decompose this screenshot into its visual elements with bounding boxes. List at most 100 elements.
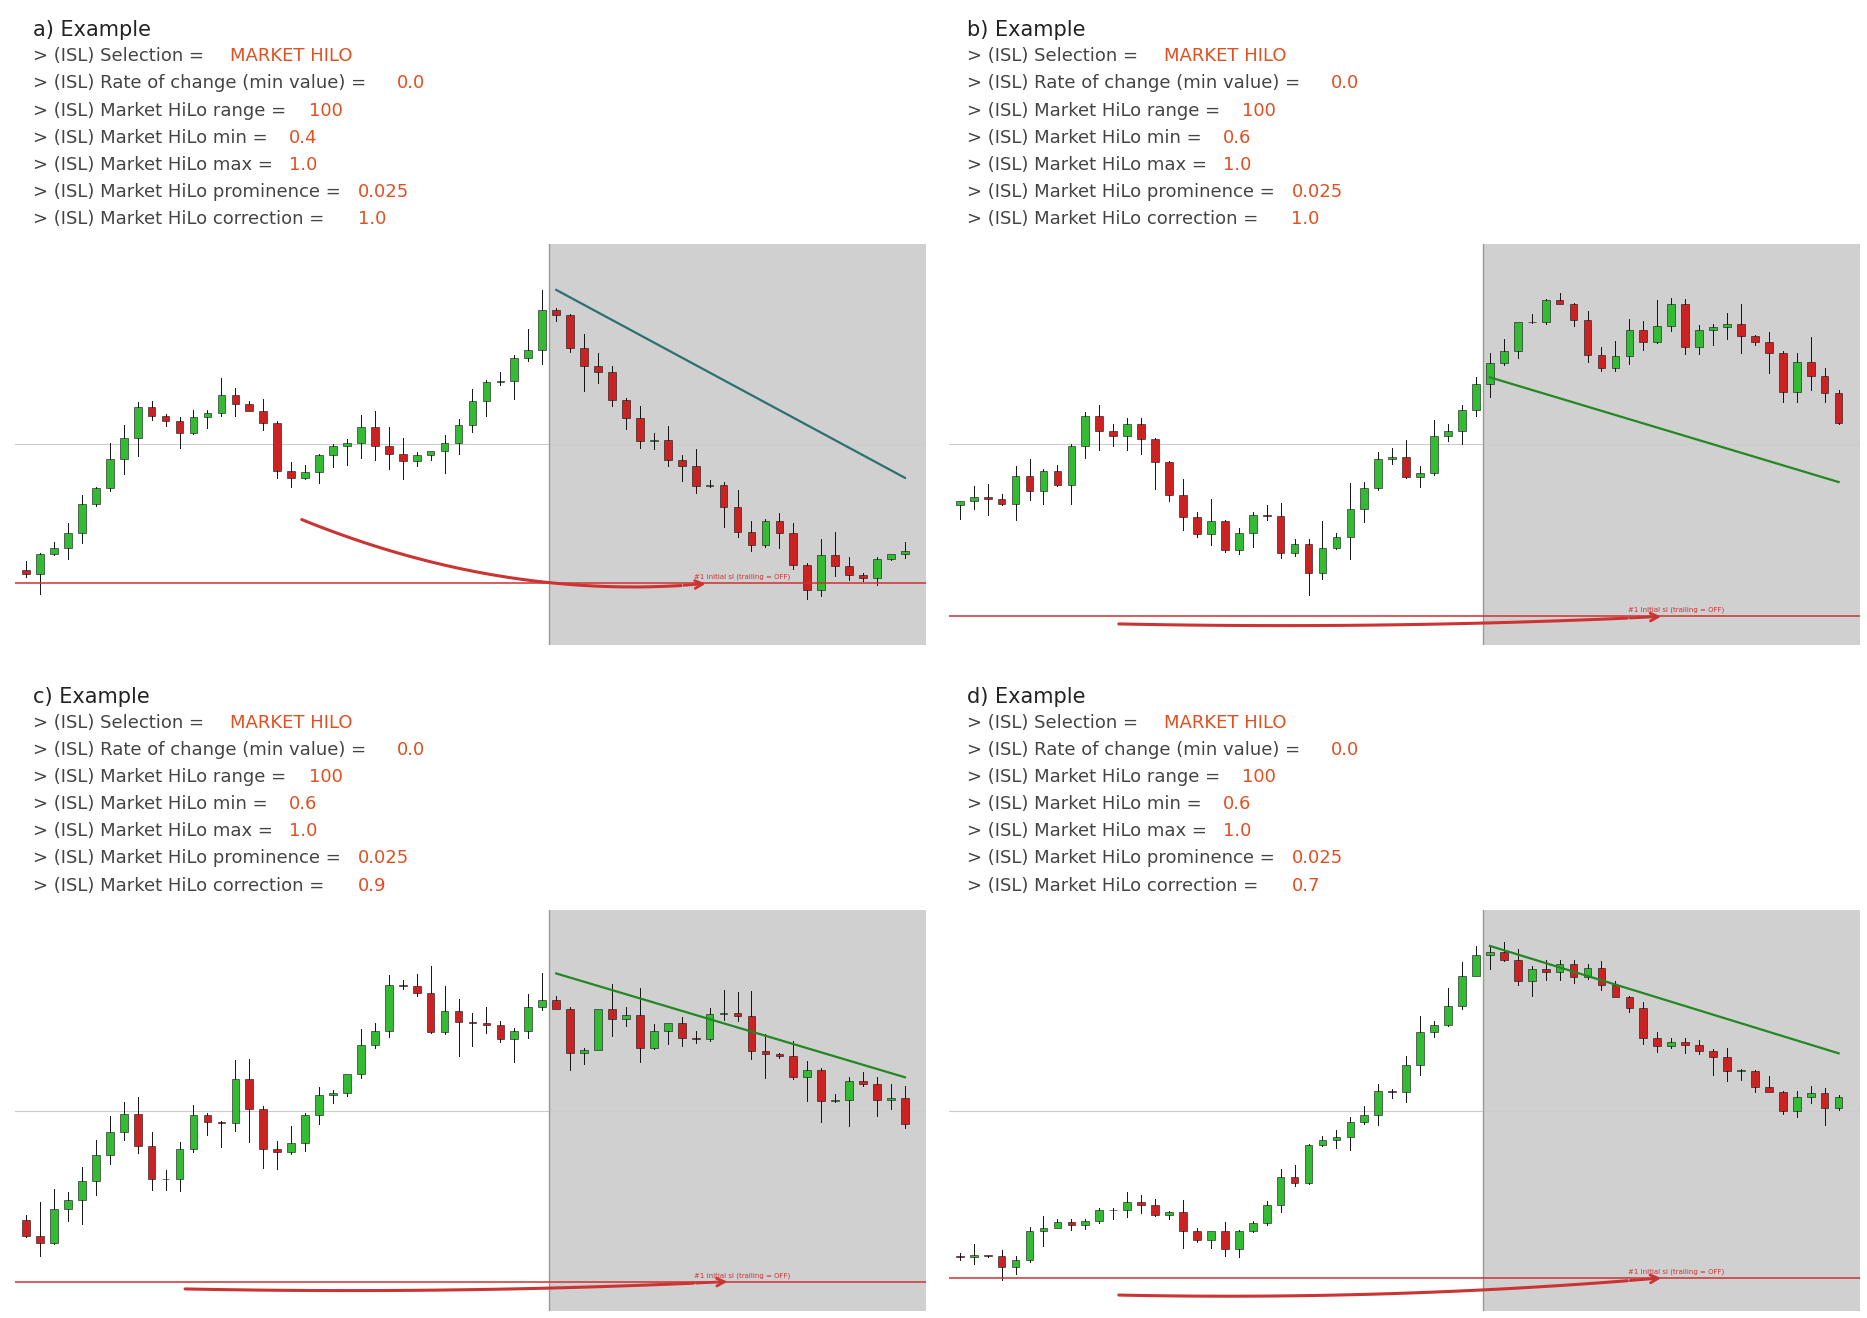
Bar [1318,547,1326,573]
Bar [119,1114,127,1132]
Bar [969,497,978,501]
Bar [260,411,267,423]
Bar [969,1255,978,1257]
Bar [441,443,448,451]
Bar [1499,351,1509,362]
Bar [413,986,420,992]
Bar [1807,1093,1815,1097]
Bar [1025,476,1032,492]
Bar [997,1256,1006,1267]
Bar [637,1015,644,1048]
Bar [1234,1231,1243,1249]
Bar [1221,521,1228,550]
Bar [1290,1177,1298,1182]
Bar [775,521,784,532]
Bar [1277,517,1284,554]
Bar [316,1095,323,1115]
Bar [566,315,573,348]
Bar [1417,1032,1425,1065]
Text: > (ISL) Market HiLo correction =: > (ISL) Market HiLo correction = [34,210,330,228]
Text: > (ISL) Market HiLo correction =: > (ISL) Market HiLo correction = [967,210,1264,228]
Bar [1402,456,1410,477]
Bar [553,1000,560,1008]
Bar [204,414,211,416]
Bar [1249,1223,1256,1231]
Bar [63,1199,71,1209]
Bar [1096,416,1103,431]
Bar [385,985,392,1032]
Bar [1835,1098,1843,1108]
Bar [232,1079,239,1123]
Text: > (ISL) Rate of change (min value) =: > (ISL) Rate of change (min value) = [34,74,372,92]
Text: > (ISL) Market HiLo prominence =: > (ISL) Market HiLo prominence = [967,850,1281,867]
Bar [538,1000,545,1007]
Bar [1555,965,1563,973]
Bar [1305,1145,1313,1182]
Bar [538,310,545,349]
Bar [859,575,866,579]
Bar [469,402,476,426]
Bar [734,1012,741,1016]
Bar [134,407,142,438]
Text: 1.0: 1.0 [1292,210,1320,228]
Bar [1807,362,1815,376]
Bar [1180,1211,1187,1231]
Bar [1040,1228,1047,1231]
Bar [581,348,588,365]
Text: 0.0: 0.0 [398,741,426,759]
Text: 0.0: 0.0 [398,74,426,92]
Text: 0.6: 0.6 [1223,795,1251,813]
Bar [997,498,1006,505]
Bar [50,1209,58,1243]
Bar [1137,1202,1144,1205]
Bar [553,310,560,315]
Text: > (ISL) Rate of change (min value) =: > (ISL) Rate of change (min value) = [967,741,1305,759]
Bar [1514,323,1522,351]
Bar [665,1023,672,1031]
Bar [1068,445,1075,485]
Bar [372,1032,379,1045]
Text: #1 initial sl (trailing = OFF): #1 initial sl (trailing = OFF) [695,1272,790,1278]
Bar [902,1098,909,1124]
Text: > (ISL) Market HiLo min =: > (ISL) Market HiLo min = [34,129,274,146]
Bar [693,467,700,486]
Bar [1708,327,1718,330]
Text: 1.0: 1.0 [358,210,386,228]
Text: 100: 100 [308,768,342,786]
Bar [1654,326,1662,343]
Bar [1318,1140,1326,1145]
Bar [831,555,838,565]
Bar [1068,1222,1075,1224]
Bar [22,1220,30,1236]
Bar [790,532,797,564]
Bar [1542,301,1550,322]
Bar [1333,536,1341,547]
Bar [273,1149,282,1152]
Bar [678,460,685,467]
Bar [1583,320,1591,355]
Bar [1165,463,1172,496]
Bar [400,453,407,461]
Bar [1290,544,1298,554]
Bar [1482,911,1867,1311]
Bar [609,372,616,401]
Bar [497,1025,504,1040]
Bar [1402,1065,1410,1093]
Bar [1053,471,1060,485]
Bar [1361,1115,1369,1123]
Text: > (ISL) Market HiLo min =: > (ISL) Market HiLo min = [34,795,274,813]
Bar [803,564,810,590]
Text: 0.025: 0.025 [1292,183,1342,200]
Bar [1193,517,1200,534]
Bar [622,401,629,418]
Bar [1820,376,1828,393]
Text: MARKET HILO: MARKET HILO [230,47,353,66]
Bar [1053,1222,1060,1228]
Bar [329,1093,336,1095]
Bar [1221,1231,1228,1249]
Bar [609,1010,616,1019]
Bar [818,555,825,590]
Bar [594,1010,601,1049]
Bar [1458,975,1466,1007]
Bar [190,1115,198,1149]
